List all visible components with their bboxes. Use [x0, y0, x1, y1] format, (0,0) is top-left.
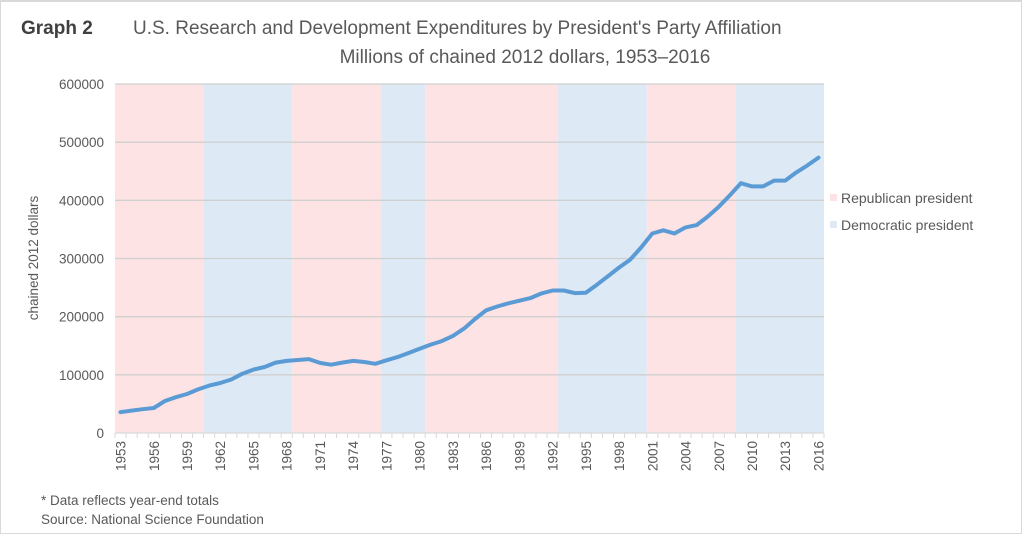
y-axis-label: chained 2012 dollars [26, 195, 41, 320]
chart-subtitle: Millions of chained 2012 dollars, 1953–2… [339, 47, 711, 68]
x-tick-label: 1953 [114, 441, 129, 471]
x-tick-labels: 1953 1956 1959 1962 1965 1968 1971 1974 1977 1980… [114, 441, 827, 472]
democratic-swatch-icon [830, 221, 837, 228]
graph-label: Graph 2 [21, 18, 93, 39]
data-series [118, 155, 821, 415]
x-tick-label: 1962 [213, 441, 228, 471]
y-tick-label: 0 [96, 426, 104, 441]
y-tick-labels: 0 100000 200000 300000 400000 500000 600000 [59, 77, 104, 441]
republican-swatch-icon [830, 194, 837, 201]
x-tick-label: 1968 [280, 441, 295, 471]
footnote-data: * Data reflects year-end totals [41, 493, 219, 508]
x-tick-label: 1986 [479, 441, 494, 471]
y-tick-label: 300000 [59, 252, 104, 267]
legend: Republican president Democratic presiden… [830, 184, 973, 238]
x-tick-label: 1971 [313, 441, 328, 471]
x-tick-label: 1989 [512, 441, 527, 471]
x-tick-label: 1998 [612, 441, 627, 471]
y-tick-label: 200000 [59, 310, 104, 325]
legend-item-republican: Republican president [830, 184, 973, 211]
y-tick-label: 600000 [59, 77, 104, 92]
x-tick-label: 1974 [346, 441, 361, 472]
x-tick-label: 1980 [413, 441, 428, 471]
x-tick-label: 2004 [679, 441, 694, 472]
axes [114, 432, 825, 438]
chart-title: U.S. Research and Development Expenditur… [133, 18, 782, 39]
gridlines [115, 83, 824, 376]
x-tick-label: 1959 [180, 441, 195, 471]
x-tick-label: 2016 [811, 441, 826, 471]
x-tick-label: 1956 [147, 441, 162, 471]
x-tick-label: 1965 [246, 441, 261, 471]
y-tick-label: 100000 [59, 368, 104, 383]
x-tick-label: 2001 [645, 441, 660, 471]
footnote-source: Source: National Science Foundation [41, 512, 264, 527]
x-tick-label: 2007 [712, 441, 727, 471]
x-tick-label: 1977 [379, 441, 394, 471]
y-tick-label: 400000 [59, 193, 104, 208]
x-tick-label: 2010 [745, 441, 760, 471]
x-tick-label: 1983 [446, 441, 461, 471]
footnotes: * Data reflects year-end totals Source: … [41, 491, 264, 529]
legend-label: Republican president [841, 189, 973, 206]
x-tick-label: 2013 [778, 441, 793, 471]
y-tick-label: 500000 [59, 135, 104, 150]
series-line [118, 155, 821, 415]
legend-item-democratic: Democratic president [830, 211, 973, 238]
x-tick-label: 1992 [546, 441, 561, 471]
x-tick-label: 1995 [579, 441, 594, 471]
legend-label: Democratic president [841, 216, 974, 233]
